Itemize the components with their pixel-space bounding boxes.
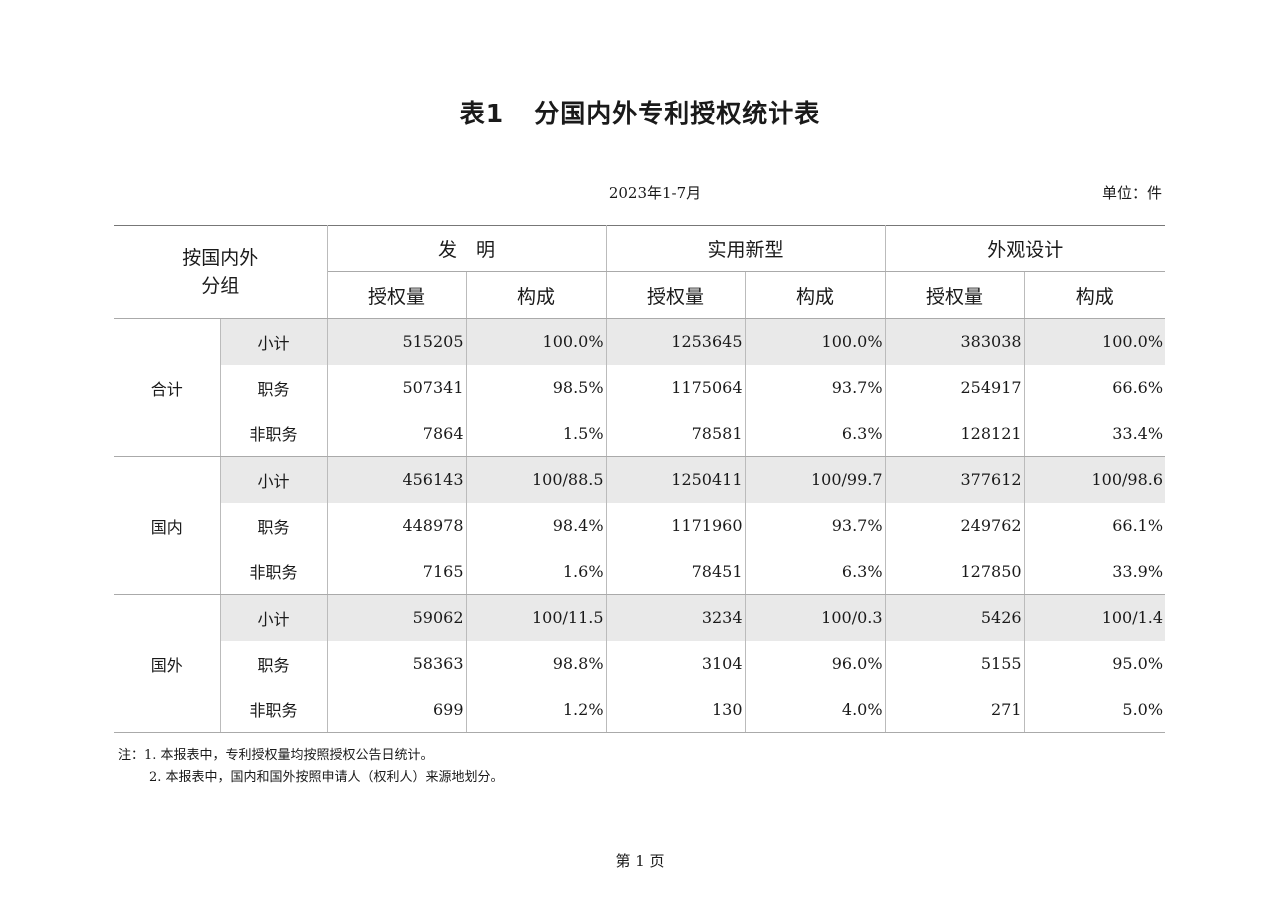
table-row: 合计 小计 515205 100.0% 1253645 100.0% 383038 100.0… <box>114 318 1166 458</box>
share-cell: 98.5% <box>465 364 607 411</box>
grant-count-cell: 7864 <box>326 410 467 458</box>
group-label: 国外 <box>114 594 221 734</box>
row-label: 职务 <box>220 502 328 549</box>
footnote-2: 2. 本报表中，国内和国外按照申请人（权利人）来源地划分。 <box>149 770 504 785</box>
share-cell: 1.5% <box>465 410 607 458</box>
row-label: 职务 <box>220 364 328 411</box>
subcol-header-grants: 授权量 <box>327 271 467 319</box>
table-body: 合计 小计 515205 100.0% 1253645 100.0% 383038 100.0… <box>114 318 1166 734</box>
table-row: 职务 58363 98.8% 3104 96.0% 5155 95.0% <box>114 640 1166 687</box>
grant-count-cell: 3234 <box>605 594 746 641</box>
unit-label: 单位：件 <box>1101 184 1162 202</box>
grant-count-cell: 59062 <box>326 594 467 641</box>
subcol-header-share: 构成 <box>744 271 886 319</box>
share-cell: 100/0.3 <box>744 594 886 641</box>
category-header-design: 外观设计 <box>884 225 1166 272</box>
footnotes: 注：1. 本报表中，专利授权量均按照授权公告日统计。 2. 本报表中，国内和国外… <box>118 745 504 789</box>
share-cell: 100.0% <box>744 318 886 365</box>
table-row: 非职务 7165 1.6% 78451 6.3% 127850 33.9% <box>114 548 1166 596</box>
row-label: 小计 <box>219 456 328 503</box>
share-cell: 1.6% <box>465 548 607 596</box>
grant-count-cell: 5155 <box>884 640 1025 687</box>
grant-count-cell: 1171960 <box>605 502 746 549</box>
grant-count-cell: 271 <box>884 686 1025 734</box>
row-label: 职务 <box>220 640 328 687</box>
group-label: 国内 <box>114 456 221 596</box>
group-column-header: 按国内外 分组 <box>114 225 328 319</box>
grant-count-cell: 127850 <box>884 548 1025 596</box>
share-cell: 33.4% <box>1023 410 1166 458</box>
share-cell: 100.0% <box>465 318 607 365</box>
share-cell: 6.3% <box>744 548 886 596</box>
report-period: 2023年1-7月 <box>608 184 702 202</box>
share-cell: 100/1.4 <box>1023 594 1166 641</box>
grant-count-cell: 130 <box>605 686 746 734</box>
row-label: 小计 <box>219 318 328 365</box>
share-cell: 66.1% <box>1023 502 1166 549</box>
table-row: 国外 小计 59062 100/11.5 3234 100/0.3 5426 100/1.4 <box>114 594 1166 734</box>
grant-count-cell: 128121 <box>884 410 1025 458</box>
share-cell: 100/88.5 <box>465 456 607 503</box>
grant-count-cell: 1250411 <box>605 456 746 503</box>
footnote-1: 注：1. 本报表中，专利授权量均按照授权公告日统计。 <box>118 748 434 763</box>
share-cell: 100/98.6 <box>1023 456 1166 503</box>
grant-count-cell: 3104 <box>605 640 746 687</box>
grant-count-cell: 78581 <box>605 410 746 458</box>
share-cell: 93.7% <box>744 364 886 411</box>
grant-count-cell: 699 <box>326 686 467 734</box>
share-cell: 66.6% <box>1023 364 1166 411</box>
subcol-header-share: 构成 <box>1023 271 1166 319</box>
group-label: 合计 <box>114 318 221 458</box>
row-label: 小计 <box>219 594 328 641</box>
grant-count-cell: 254917 <box>884 364 1025 411</box>
share-cell: 6.3% <box>744 410 886 458</box>
grant-count-cell: 383038 <box>884 318 1025 365</box>
share-cell: 100/11.5 <box>465 594 607 641</box>
share-cell: 95.0% <box>1023 640 1166 687</box>
grant-count-cell: 507341 <box>326 364 467 411</box>
grant-count-cell: 5426 <box>884 594 1025 641</box>
table-row: 职务 448978 98.4% 1171960 93.7% 249762 66.1% <box>114 502 1166 549</box>
grant-count-cell: 448978 <box>326 502 467 549</box>
table-row: 国内 小计 456143 100/88.5 1250411 100/99.7 377612 1… <box>114 456 1166 596</box>
grant-count-cell: 1253645 <box>605 318 746 365</box>
grant-count-cell: 1175064 <box>605 364 746 411</box>
row-label: 非职务 <box>220 686 328 734</box>
share-cell: 93.7% <box>744 502 886 549</box>
table-row: 职务 507341 98.5% 1175064 93.7% 254917 66.6% <box>114 364 1166 411</box>
page-number: 第 1 页 <box>615 852 665 870</box>
category-header-invention: 发 明 <box>326 225 607 272</box>
category-header-utility-model: 实用新型 <box>605 225 886 272</box>
table-row: 非职务 699 1.2% 130 4.0% 271 5.0% <box>114 686 1166 734</box>
grant-count-cell: 249762 <box>884 502 1025 549</box>
share-cell: 4.0% <box>744 686 886 734</box>
share-cell: 98.8% <box>465 640 607 687</box>
share-cell: 96.0% <box>744 640 886 687</box>
row-label: 非职务 <box>220 548 328 596</box>
page-title: 表1 分国内外专利授权统计表 <box>0 94 1280 130</box>
share-cell: 98.4% <box>465 502 607 549</box>
grant-count-cell: 78451 <box>605 548 746 596</box>
subcol-header-share: 构成 <box>465 271 607 319</box>
patent-grant-table: 按国内外 分组 发 明 实用新型 外观设计 授权量 构成 授权量 构成 授权量 … <box>114 225 1166 734</box>
share-cell: 100/99.7 <box>744 456 886 503</box>
subcol-header-grants: 授权量 <box>884 271 1025 319</box>
share-cell: 1.2% <box>465 686 607 734</box>
share-cell: 100.0% <box>1023 318 1166 365</box>
grant-count-cell: 58363 <box>326 640 467 687</box>
grant-count-cell: 515205 <box>326 318 467 365</box>
row-label: 非职务 <box>220 410 328 458</box>
table-row: 非职务 7864 1.5% 78581 6.3% 128121 33.4% <box>114 410 1166 458</box>
table-title: 分国内外专利授权统计表 <box>534 99 821 128</box>
grant-count-cell: 456143 <box>326 456 467 503</box>
subcol-header-grants: 授权量 <box>605 271 746 319</box>
table-number: 表1 <box>459 99 505 128</box>
share-cell: 5.0% <box>1023 686 1166 734</box>
share-cell: 33.9% <box>1023 548 1166 596</box>
grant-count-cell: 377612 <box>884 456 1025 503</box>
grant-count-cell: 7165 <box>326 548 467 596</box>
